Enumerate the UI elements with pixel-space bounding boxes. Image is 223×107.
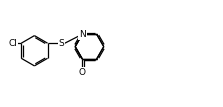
- Text: N: N: [79, 30, 86, 39]
- Text: S: S: [58, 39, 64, 48]
- Text: Cl: Cl: [8, 39, 17, 48]
- Text: O: O: [79, 68, 86, 77]
